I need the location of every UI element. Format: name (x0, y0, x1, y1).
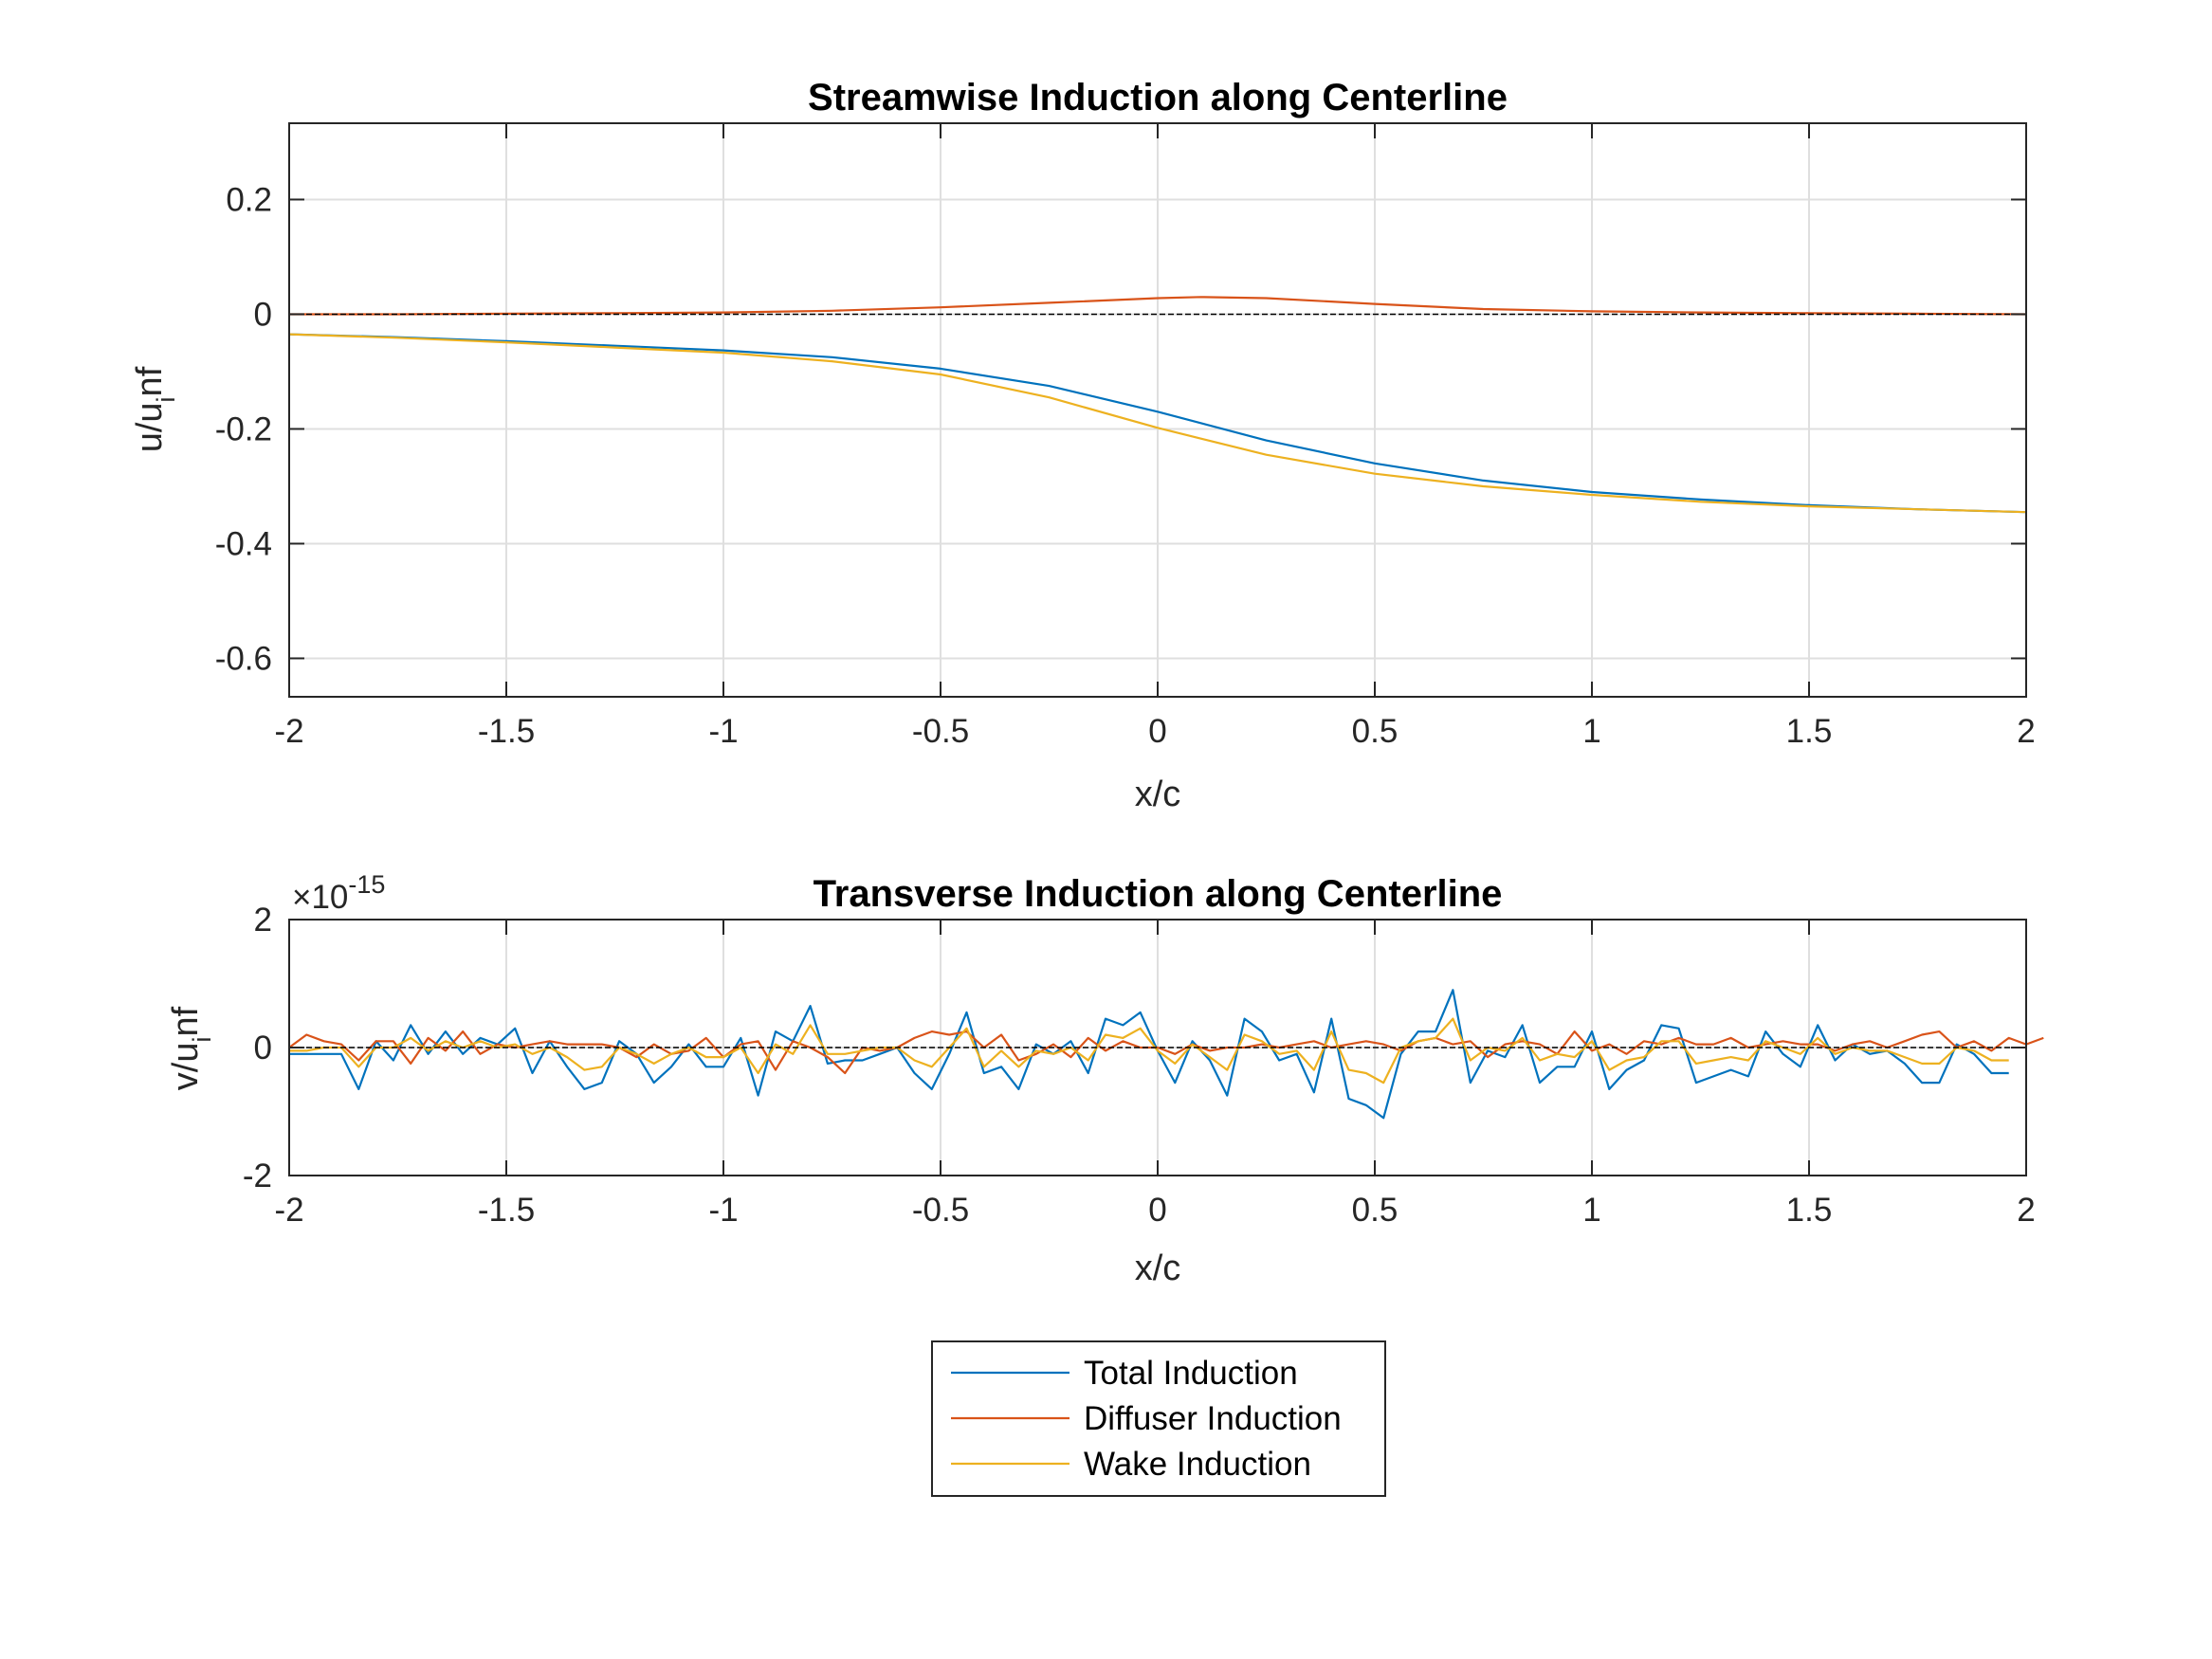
streamwise-ytick-label: 0 (254, 296, 272, 333)
streamwise-series-wake-induction (288, 333, 2027, 514)
streamwise-ticks: -2 -1.5 -1 -0.5 0 0.5 1 1.5 2 0.2 0 -0.2 -0.4 -0.6 (215, 123, 2036, 750)
transverse-xtick-label: -2 (274, 1192, 303, 1229)
legend-label: Total Induction (1084, 1355, 1298, 1392)
streamwise-series-total-induction (288, 333, 2027, 514)
streamwise-ytick-label: -0.4 (215, 525, 272, 562)
transverse-xtick-label: -1 (708, 1192, 738, 1229)
transverse-title: Transverse Induction along Centerline (814, 873, 1503, 915)
transverse-xtick-label: 0 (1148, 1192, 1166, 1229)
streamwise-series (288, 296, 2027, 514)
streamwise-xtick-label: -1.5 (478, 713, 535, 750)
transverse-ticks: -2 -1.5 -1 -0.5 0 0.5 1 1.5 2 2 0 -2 (243, 902, 2036, 1229)
streamwise-xtick-label: 0.5 (1352, 713, 1398, 750)
legend-label: Wake Induction (1084, 1446, 1311, 1483)
streamwise-ytick-label: 0.2 (226, 181, 272, 218)
streamwise-xtick-label: -0.5 (912, 713, 969, 750)
transverse-xtick-label: -0.5 (912, 1192, 969, 1229)
legend: Total Induction Diffuser Induction Wake In… (931, 1340, 1386, 1497)
streamwise-series-diffuser-induction (289, 296, 2027, 316)
streamwise-xtick-label: -1 (708, 713, 738, 750)
streamwise-xtick-label: -2 (274, 713, 303, 750)
transverse-xtick-label: 1 (1582, 1192, 1600, 1229)
exponent-label: ×10-15 (292, 870, 385, 916)
transverse-ytick-label: 2 (254, 902, 272, 939)
transverse-ytick-label: -2 (243, 1158, 272, 1194)
streamwise-xlabel: x/c (1135, 775, 1181, 814)
transverse-series (288, 989, 2044, 1120)
streamwise-title: Streamwise Induction along Centerline (808, 77, 1508, 118)
transverse-ylabel: v/uinf (166, 1006, 216, 1090)
streamwise-ylabel: u/uinf (130, 366, 180, 452)
transverse-series-wake-induction (289, 1017, 2009, 1085)
streamwise-xtick-label: 2 (2017, 713, 2035, 750)
transverse-ytick-label: 0 (254, 1030, 272, 1066)
streamwise-ytick-label: -0.2 (215, 410, 272, 447)
legend-label: Diffuser Induction (1084, 1400, 1342, 1437)
streamwise-xtick-label: 1.5 (1786, 713, 1833, 750)
transverse-xlabel: x/c (1135, 1249, 1181, 1288)
transverse-series-total-induction (289, 989, 2009, 1120)
streamwise-xtick-label: 1 (1582, 713, 1600, 750)
transverse-axes: -2 -1.5 -1 -0.5 0 0.5 1 1.5 2 2 0 -2 Transverse Ind… (166, 870, 2044, 1288)
streamwise-axes: -2 -1.5 -1 -0.5 0 0.5 1 1.5 2 0.2 0 -0.2 -0.4 -0.6 St… (130, 77, 2036, 814)
legend-entries: Total Induction Diffuser Induction Wake In… (951, 1355, 1342, 1483)
transverse-xtick-label: 2 (2017, 1192, 2035, 1229)
streamwise-xtick-label: 0 (1148, 713, 1166, 750)
transverse-xtick-label: 1.5 (1786, 1192, 1833, 1229)
streamwise-ytick-label: -0.6 (215, 640, 272, 677)
transverse-xtick-label: 0.5 (1352, 1192, 1398, 1229)
transverse-xtick-label: -1.5 (478, 1192, 535, 1229)
